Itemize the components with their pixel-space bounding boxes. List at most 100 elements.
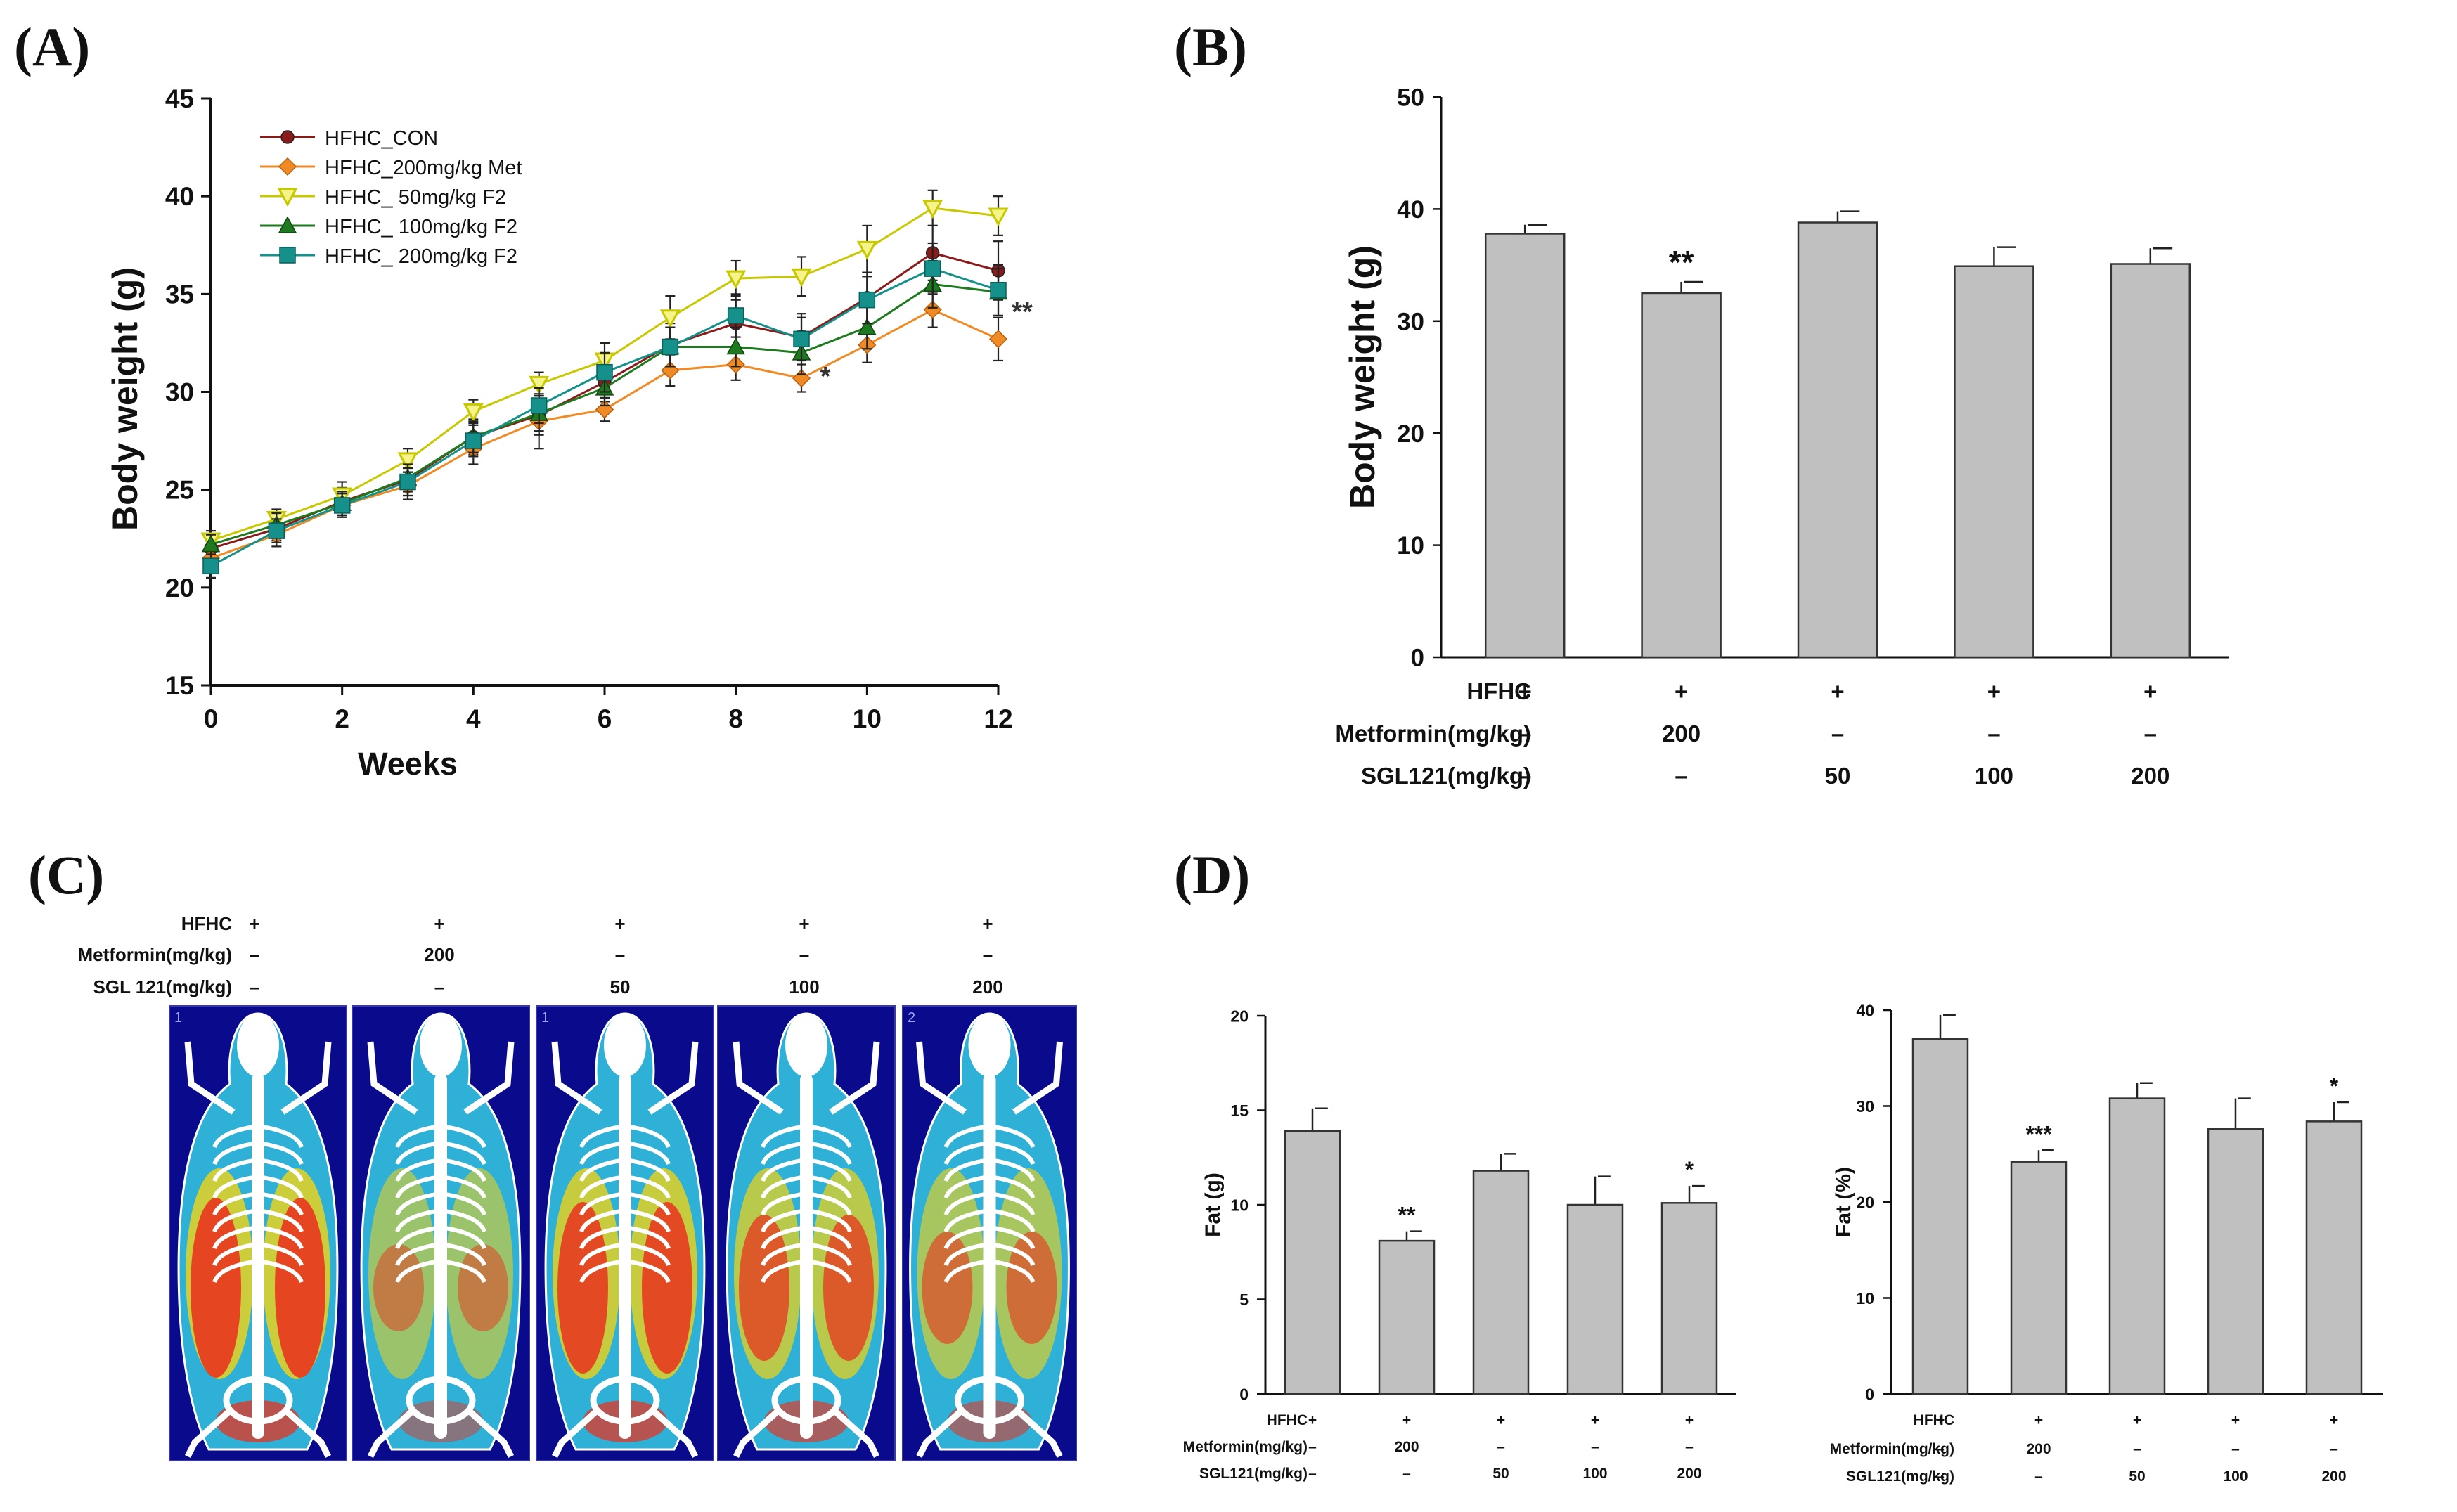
treatment-cell: + <box>2231 1412 2240 1428</box>
treatment-cell: 100 <box>1582 1466 1607 1482</box>
rib <box>943 1208 990 1233</box>
mouse-scan-drawing: 2 <box>908 1010 1070 1459</box>
rib <box>943 1242 990 1267</box>
y-tick-label: 40 <box>165 182 194 211</box>
treatment-row-label: HFHC <box>1267 1412 1308 1428</box>
y-axis-title: Fat (%) <box>1832 1167 1855 1237</box>
treatment-cell: – <box>1518 763 1531 789</box>
significance-mark: * <box>2330 1073 2339 1099</box>
hindlimb <box>832 1408 880 1459</box>
data-point <box>201 535 221 553</box>
y-tick-label: 40 <box>1856 1001 1874 1019</box>
bar <box>1378 1239 1436 1395</box>
fat-region <box>922 1232 973 1344</box>
fat-region <box>191 1198 241 1378</box>
fat-region <box>458 1244 508 1331</box>
treatment-cell: + <box>434 913 444 934</box>
treatment-cell: + <box>1518 678 1532 704</box>
legend-label: HFHC_ 100mg/kg F2 <box>325 216 517 238</box>
y-tick-label: 40 <box>1397 196 1424 224</box>
forelimb <box>829 1041 880 1115</box>
treatment-cell: 100 <box>2223 1468 2248 1485</box>
forelimb <box>463 1041 515 1115</box>
treatment-row-label: HFHC <box>181 913 232 934</box>
treatment-cell: + <box>982 913 993 934</box>
treatment-row-label: SGL121(mg/kg) <box>1361 763 1531 789</box>
treatment-row-label: HFHC <box>1466 678 1531 704</box>
forelimb <box>280 1041 332 1115</box>
y-tick-label: 25 <box>165 476 194 505</box>
treatment-cell: + <box>2330 1412 2338 1428</box>
rib <box>257 1158 304 1182</box>
legend-label: HFHC_200mg/kg Met <box>325 157 522 179</box>
treatment-cell: + <box>1402 1412 1411 1428</box>
spine <box>800 1073 813 1439</box>
rib <box>624 1124 671 1149</box>
rib <box>761 1191 807 1216</box>
rib <box>989 1191 1036 1216</box>
treatment-cell: + <box>1831 678 1844 704</box>
series-2 <box>201 291 1008 569</box>
rib <box>579 1259 626 1284</box>
treatment-cell: + <box>1591 1412 1599 1428</box>
treatment-cell: – <box>2330 1441 2338 1457</box>
rib <box>624 1141 671 1165</box>
treatment-row-label: Metformin(mg/kg) <box>1335 721 1531 747</box>
forelimb <box>1012 1041 1063 1115</box>
mouse-scan-drawing: 1 <box>174 1010 339 1459</box>
hindlimb <box>733 1408 781 1459</box>
rib <box>440 1259 486 1284</box>
panel-c-treatment-table: HFHC + + + + +Metformin(mg/kg) –200– – –SGL 121(… <box>77 913 1002 997</box>
treatment-row-label: SGL121(mg/kg) <box>1846 1468 1954 1485</box>
mouse-dexa-image <box>717 1005 896 1461</box>
hindlimb <box>551 1408 600 1459</box>
rib <box>257 1141 304 1165</box>
rib <box>943 1141 990 1165</box>
data-point <box>922 200 943 219</box>
rib <box>579 1225 626 1250</box>
rib <box>440 1225 486 1250</box>
bar <box>1641 292 1722 659</box>
bar <box>1911 1038 1969 1395</box>
y-axis-title: Body weight (g) <box>105 267 145 531</box>
rib <box>761 1175 807 1199</box>
rib <box>579 1242 626 1267</box>
hindlimb <box>916 1408 964 1459</box>
rib <box>806 1141 852 1165</box>
x-tick-label: 12 <box>984 704 1012 733</box>
mouse-scan-drawing: 1 <box>541 1010 706 1459</box>
data-point <box>659 309 681 328</box>
treatment-cell: + <box>614 913 625 934</box>
rib <box>440 1208 486 1233</box>
treatment-cell: + <box>1308 1412 1317 1428</box>
y-tick-label: 15 <box>1230 1101 1249 1120</box>
rib <box>761 1259 807 1284</box>
treatment-cell: + <box>249 913 259 934</box>
pelvis <box>406 1376 476 1425</box>
treatment-cell: – <box>1591 1439 1599 1455</box>
rib <box>624 1242 671 1267</box>
x-tick-label: 2 <box>335 704 349 733</box>
chart-a-body-weight-line: 15 20 25 30 35 40 45 0 2 4 6 8 10 12 Weeks Body weight … <box>105 84 1033 782</box>
treatment-cell: – <box>1402 1466 1411 1482</box>
legend-label: HFHC_ 50mg/kg F2 <box>325 186 506 209</box>
treatment-cell: – <box>1987 721 2000 747</box>
rib <box>579 1158 626 1182</box>
rib <box>579 1175 626 1199</box>
skull <box>237 1014 279 1077</box>
rib <box>395 1191 441 1216</box>
treatment-cell: 50 <box>1825 763 1851 789</box>
treatment-cell: – <box>2231 1441 2240 1457</box>
rib <box>624 1225 671 1250</box>
forelimb <box>367 1041 418 1115</box>
rib <box>395 1175 441 1199</box>
bar <box>1566 1203 1624 1395</box>
hindlimb <box>1015 1408 1063 1459</box>
fat-region <box>1006 1232 1057 1344</box>
rib <box>395 1141 441 1165</box>
treatment-row-label: SGL 121(mg/kg) <box>93 976 232 997</box>
rib <box>624 1208 671 1233</box>
data-point <box>726 337 745 355</box>
spine <box>434 1073 447 1439</box>
treatment-cell: – <box>1497 1439 1505 1455</box>
